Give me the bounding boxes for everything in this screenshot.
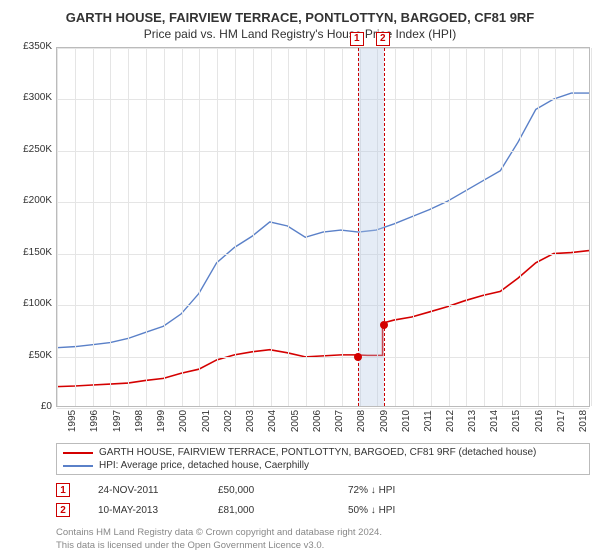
x-tick-label: 2009 xyxy=(379,410,390,432)
sale-price: £81,000 xyxy=(218,505,348,516)
footnote: Contains HM Land Registry data © Crown c… xyxy=(56,527,590,553)
x-tick-label: 2001 xyxy=(201,410,212,432)
y-tick-label: £0 xyxy=(41,401,52,412)
sale-diff: 50% ↓ HPI xyxy=(348,505,478,516)
sale-date: 24-NOV-2011 xyxy=(98,485,218,496)
legend-item: HPI: Average price, detached house, Caer… xyxy=(63,460,583,471)
sales-table-row: 2 10-MAY-2013£81,00050% ↓ HPI xyxy=(56,503,590,517)
sale-index-box: 2 xyxy=(376,32,390,46)
x-tick-label: 2006 xyxy=(312,410,323,432)
legend-item: GARTH HOUSE, FAIRVIEW TERRACE, PONTLOTTY… xyxy=(63,447,583,458)
plot-box: 12 xyxy=(56,47,590,407)
x-tick-label: 1998 xyxy=(134,410,145,432)
x-tick-label: 1999 xyxy=(156,410,167,432)
sale-index: 1 xyxy=(56,483,70,497)
x-tick-label: 2012 xyxy=(445,410,456,432)
legend: GARTH HOUSE, FAIRVIEW TERRACE, PONTLOTTY… xyxy=(56,443,590,475)
x-tick-label: 2008 xyxy=(356,410,367,432)
sale-marker xyxy=(354,353,362,361)
x-tick-label: 1995 xyxy=(67,410,78,432)
y-tick-label: £300K xyxy=(23,92,52,103)
x-tick-label: 2013 xyxy=(467,410,478,432)
x-tick-label: 2015 xyxy=(511,410,522,432)
x-tick-label: 2000 xyxy=(178,410,189,432)
x-axis: 1995 1996 1997 1998 1999 2000 2001 2002 2003 2004… xyxy=(56,407,590,441)
y-tick-label: £50K xyxy=(29,350,52,361)
sale-price: £50,000 xyxy=(218,485,348,496)
x-tick-label: 1997 xyxy=(112,410,123,432)
legend-swatch xyxy=(63,465,93,467)
series-hpi xyxy=(57,93,589,348)
x-tick-label: 2010 xyxy=(401,410,412,432)
legend-label: GARTH HOUSE, FAIRVIEW TERRACE, PONTLOTTY… xyxy=(99,447,536,458)
sale-band xyxy=(358,48,384,406)
x-tick-label: 1996 xyxy=(89,410,100,432)
footnote-line: Contains HM Land Registry data © Crown c… xyxy=(56,527,590,540)
sale-index-box: 1 xyxy=(350,32,364,46)
sales-table: 1 24-NOV-2011£50,00072% ↓ HPI 2 10-MAY-2013… xyxy=(56,483,590,523)
x-tick-label: 2018 xyxy=(578,410,589,432)
title-main: GARTH HOUSE, FAIRVIEW TERRACE, PONTLOTTY… xyxy=(10,10,590,25)
y-tick-label: £150K xyxy=(23,247,52,258)
x-tick-label: 2002 xyxy=(223,410,234,432)
y-tick-label: £250K xyxy=(23,144,52,155)
series-property xyxy=(57,251,589,387)
x-tick-label: 2011 xyxy=(423,410,434,432)
y-tick-label: £200K xyxy=(23,195,52,206)
chart-area: £0£50K£100K£150K£200K£250K£300K£350K 12 xyxy=(10,47,590,407)
x-tick-label: 2003 xyxy=(245,410,256,432)
y-tick-label: £100K xyxy=(23,298,52,309)
sale-date: 10-MAY-2013 xyxy=(98,505,218,516)
x-tick-label: 2005 xyxy=(290,410,301,432)
chart-title: GARTH HOUSE, FAIRVIEW TERRACE, PONTLOTTY… xyxy=(10,10,590,41)
line-series xyxy=(57,48,589,406)
legend-label: HPI: Average price, detached house, Caer… xyxy=(99,460,309,471)
sale-diff: 72% ↓ HPI xyxy=(348,485,478,496)
x-tick-label: 2016 xyxy=(534,410,545,432)
footnote-line: This data is licensed under the Open Gov… xyxy=(56,540,590,553)
x-tick-label: 2017 xyxy=(556,410,567,432)
sales-table-row: 1 24-NOV-2011£50,00072% ↓ HPI xyxy=(56,483,590,497)
title-sub: Price paid vs. HM Land Registry's House … xyxy=(10,27,590,41)
sale-marker xyxy=(380,321,388,329)
y-axis: £0£50K£100K£150K£200K£250K£300K£350K xyxy=(10,47,56,407)
sale-index: 2 xyxy=(56,503,70,517)
sale-dash xyxy=(384,48,385,406)
x-tick-label: 2014 xyxy=(489,410,500,432)
legend-swatch xyxy=(63,452,93,454)
x-tick-label: 2007 xyxy=(334,410,345,432)
y-tick-label: £350K xyxy=(23,41,52,52)
x-tick-label: 2004 xyxy=(267,410,278,432)
